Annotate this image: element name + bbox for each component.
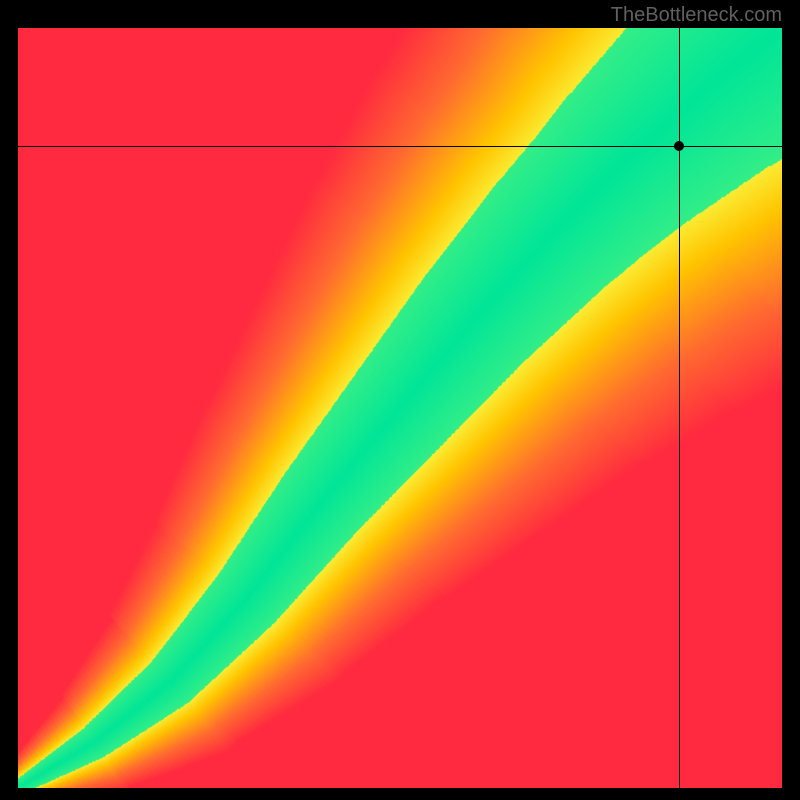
heatmap-canvas <box>18 28 782 788</box>
heatmap-chart <box>18 28 782 788</box>
crosshair-horizontal <box>18 146 782 147</box>
crosshair-marker <box>674 141 684 151</box>
watermark-text: TheBottleneck.com <box>611 4 782 27</box>
